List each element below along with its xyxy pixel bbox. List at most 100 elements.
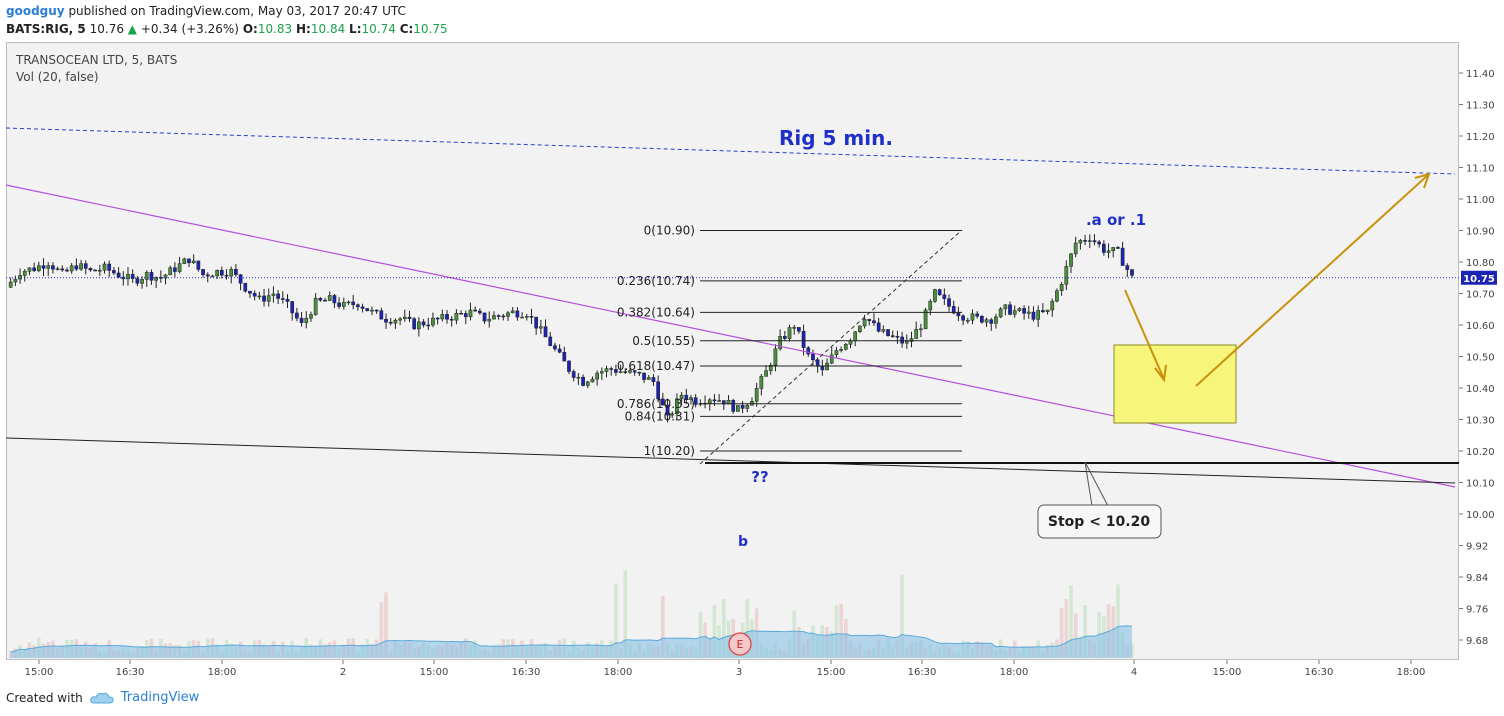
candle-body (463, 313, 468, 318)
candle-body (1022, 308, 1026, 314)
open-label: O: (242, 22, 258, 36)
volume-bar (379, 602, 384, 658)
candle-body (205, 274, 210, 277)
tradingview-cloud-icon (90, 692, 114, 703)
candle-body (614, 369, 618, 373)
price-tick-label: 10.40 (1466, 384, 1495, 395)
candle-body (867, 319, 872, 321)
up-arrow-line (1195, 174, 1429, 387)
last-price-badge (1461, 270, 1497, 285)
candle-body (55, 268, 60, 271)
candle-body (651, 377, 656, 382)
candle-body (346, 301, 351, 304)
candle-body (604, 368, 609, 372)
candle-body (276, 293, 280, 299)
time-tick-label: 18:00 (208, 667, 237, 678)
candle-body (440, 314, 445, 320)
candle-body (412, 318, 417, 330)
price-tick-label: 11.10 (1466, 164, 1495, 175)
candle-body (88, 268, 93, 271)
candle-body (187, 258, 191, 264)
candle-body (501, 315, 506, 318)
candle-body (984, 319, 989, 323)
time-tick-label: 3 (736, 667, 742, 678)
candle-body (923, 309, 928, 330)
time-tick-label: 15:00 (420, 667, 449, 678)
candle-body (421, 321, 426, 326)
volume-bar (384, 592, 388, 658)
fib-layer: 0(10.90) 0.236(10.74) 0.382(10.64) 0.5(10.5… (617, 224, 962, 458)
candle-body (1092, 240, 1097, 243)
wave-b-label: b (738, 534, 748, 550)
candle-body (431, 317, 435, 326)
candle-body (112, 270, 116, 274)
candle-body (51, 265, 55, 270)
candle-body (60, 268, 65, 271)
candle-body (1055, 290, 1059, 302)
volume-bar (722, 599, 726, 658)
candle-body (290, 301, 295, 314)
candle-body (637, 371, 642, 374)
price-tick-label: 9.84 (1466, 573, 1488, 584)
volume-bar (1059, 607, 1064, 658)
last-price-label: 10.75 (1463, 274, 1495, 285)
candle-body (773, 348, 778, 366)
candle-body (562, 352, 567, 362)
candle-body (510, 310, 515, 314)
candle-body (496, 315, 501, 317)
candle-body (83, 263, 88, 269)
time-tick-label: 16:30 (908, 667, 937, 678)
candle-body (853, 331, 858, 341)
candle-body (942, 294, 947, 299)
candle-body (975, 313, 980, 317)
candle-body (492, 315, 496, 320)
time-tick-label: 18:00 (1397, 667, 1426, 678)
candle-body (858, 325, 862, 333)
candle-body (1083, 240, 1087, 242)
candle-body (843, 343, 848, 350)
candle-body (848, 340, 853, 345)
candle-body (454, 313, 459, 321)
candle-body (224, 274, 229, 277)
candle-body (365, 308, 370, 312)
volume-bar (661, 596, 665, 658)
candle-body (1031, 311, 1036, 320)
low-label: L: (349, 22, 362, 36)
candle-body (1078, 240, 1083, 244)
candle-body (398, 318, 402, 321)
candle-body (989, 319, 994, 324)
candle-body (951, 306, 956, 314)
candle-body (135, 278, 140, 284)
tradingview-link[interactable]: TradingView (120, 690, 200, 705)
volume-bar (834, 605, 839, 658)
candle-body (1073, 242, 1078, 255)
candle-body (1064, 266, 1069, 285)
candle-body (69, 265, 74, 272)
volume-bar (614, 583, 618, 658)
price-axis[interactable] (1459, 42, 1504, 660)
candle-body (994, 316, 998, 324)
candle-body (196, 260, 201, 270)
candle-body (93, 269, 97, 272)
candle-body (590, 378, 595, 383)
candle-body (168, 267, 173, 276)
candle-body (13, 278, 18, 283)
candle-body (834, 350, 839, 356)
candle-body (356, 304, 360, 308)
earnings-marker-text: E (737, 638, 744, 651)
legend-symbol[interactable]: TRANSOCEAN LTD, 5, BATS (16, 53, 178, 67)
candle-body (811, 353, 815, 361)
candle-body (787, 327, 792, 339)
fib-level-label: 0.236(10.74) (617, 274, 695, 288)
candle-body (553, 345, 557, 350)
time-tick-label: 15:00 (1213, 667, 1242, 678)
candle-body (665, 404, 670, 416)
candle-body (46, 265, 51, 269)
candle-body (379, 310, 384, 320)
author-name[interactable]: goodguy (6, 4, 65, 18)
volume-bar (745, 599, 750, 658)
legend-volume[interactable]: Vol (20, false) (16, 70, 99, 84)
candle-body (280, 298, 285, 300)
candle-body (1050, 300, 1055, 311)
candle-body (1097, 241, 1102, 245)
